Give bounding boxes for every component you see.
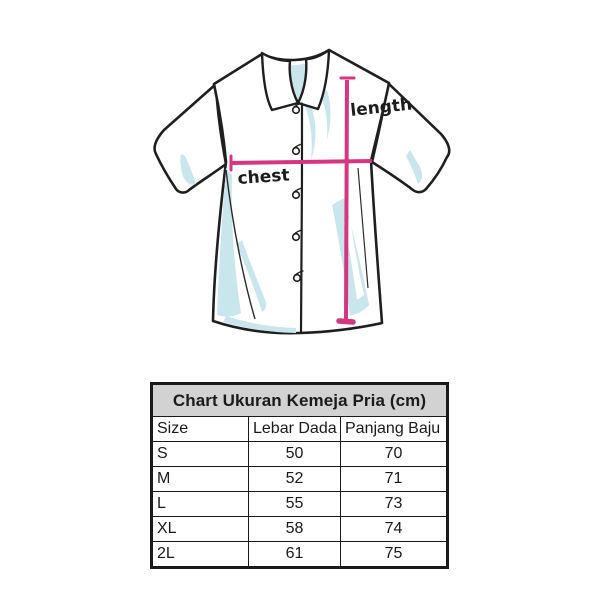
table-row: S 50 70 (151, 441, 449, 467)
buttons-group (291, 105, 302, 283)
button (292, 273, 302, 283)
placket-shading (305, 105, 316, 160)
size-chart-table: Chart Ukuran Kemeja Pria (cm) Size Lebar… (150, 382, 450, 569)
size-chart-table-wrapper: Chart Ukuran Kemeja Pria (cm) Size Lebar… (150, 382, 450, 569)
button-thread (293, 187, 303, 193)
lebar-dada-cell: 52 (248, 466, 341, 492)
lebar-dada-cell: 55 (248, 491, 341, 517)
hem-shading (223, 316, 296, 333)
right-crease-line (357, 167, 369, 289)
panjang-baju-cell: 73 (339, 491, 449, 517)
table-row: 2L 61 75 (151, 541, 449, 568)
measure-lines-group (229, 76, 373, 325)
size-cell: 2L (151, 541, 249, 568)
button (291, 105, 301, 115)
size-cell: XL (151, 516, 249, 542)
chest-measure-line (230, 159, 373, 165)
panjang-baju-cell: 71 (339, 466, 449, 492)
right-chest-shading (320, 90, 331, 140)
table-row: XL 58 74 (151, 516, 449, 542)
chest-label: chest (237, 165, 290, 189)
lebar-dada-cell: 61 (248, 541, 341, 568)
left-crease-line (225, 169, 256, 320)
left-cuff-shading (180, 154, 196, 185)
size-cell: M (151, 466, 249, 492)
right-cuff-shading (406, 150, 423, 184)
right-highlight (344, 218, 364, 300)
length-measure-line (344, 79, 349, 322)
lebar-dada-cell: 58 (248, 516, 341, 542)
button-thread (294, 270, 304, 276)
button-thread (293, 102, 303, 108)
placket-line (299, 103, 304, 333)
panjang-baju-cell: 74 (339, 516, 449, 542)
table-header-row: Size Lebar Dada Panjang Baju (151, 416, 449, 442)
size-cell: L (151, 491, 249, 517)
button (291, 232, 301, 242)
left-side-shading (217, 168, 241, 317)
button (291, 190, 301, 200)
column-header-size: Size (151, 416, 249, 442)
table-row: L 55 73 (151, 491, 449, 517)
panjang-baju-cell: 70 (339, 441, 449, 467)
collar-left-flap (260, 51, 300, 112)
column-header-lebar-dada: Lebar Dada (248, 416, 341, 442)
collar-right-flap (296, 48, 331, 111)
lebar-dada-cell: 50 (248, 441, 341, 467)
table-row: M 52 71 (151, 466, 449, 492)
column-header-panjang-baju: Panjang Baju (339, 416, 449, 442)
button-thread (293, 229, 303, 235)
button-thread (293, 143, 303, 149)
size-cell: S (151, 441, 249, 467)
panjang-baju-cell: 75 (339, 541, 449, 568)
left-fold-shading (236, 240, 267, 312)
button (291, 146, 301, 156)
table-title-row: Chart Ukuran Kemeja Pria (cm) (150, 383, 449, 417)
button-tails-group (293, 102, 304, 276)
length-bottom-cap (336, 318, 356, 325)
table-title: Chart Ukuran Kemeja Pria (cm) (150, 383, 449, 417)
